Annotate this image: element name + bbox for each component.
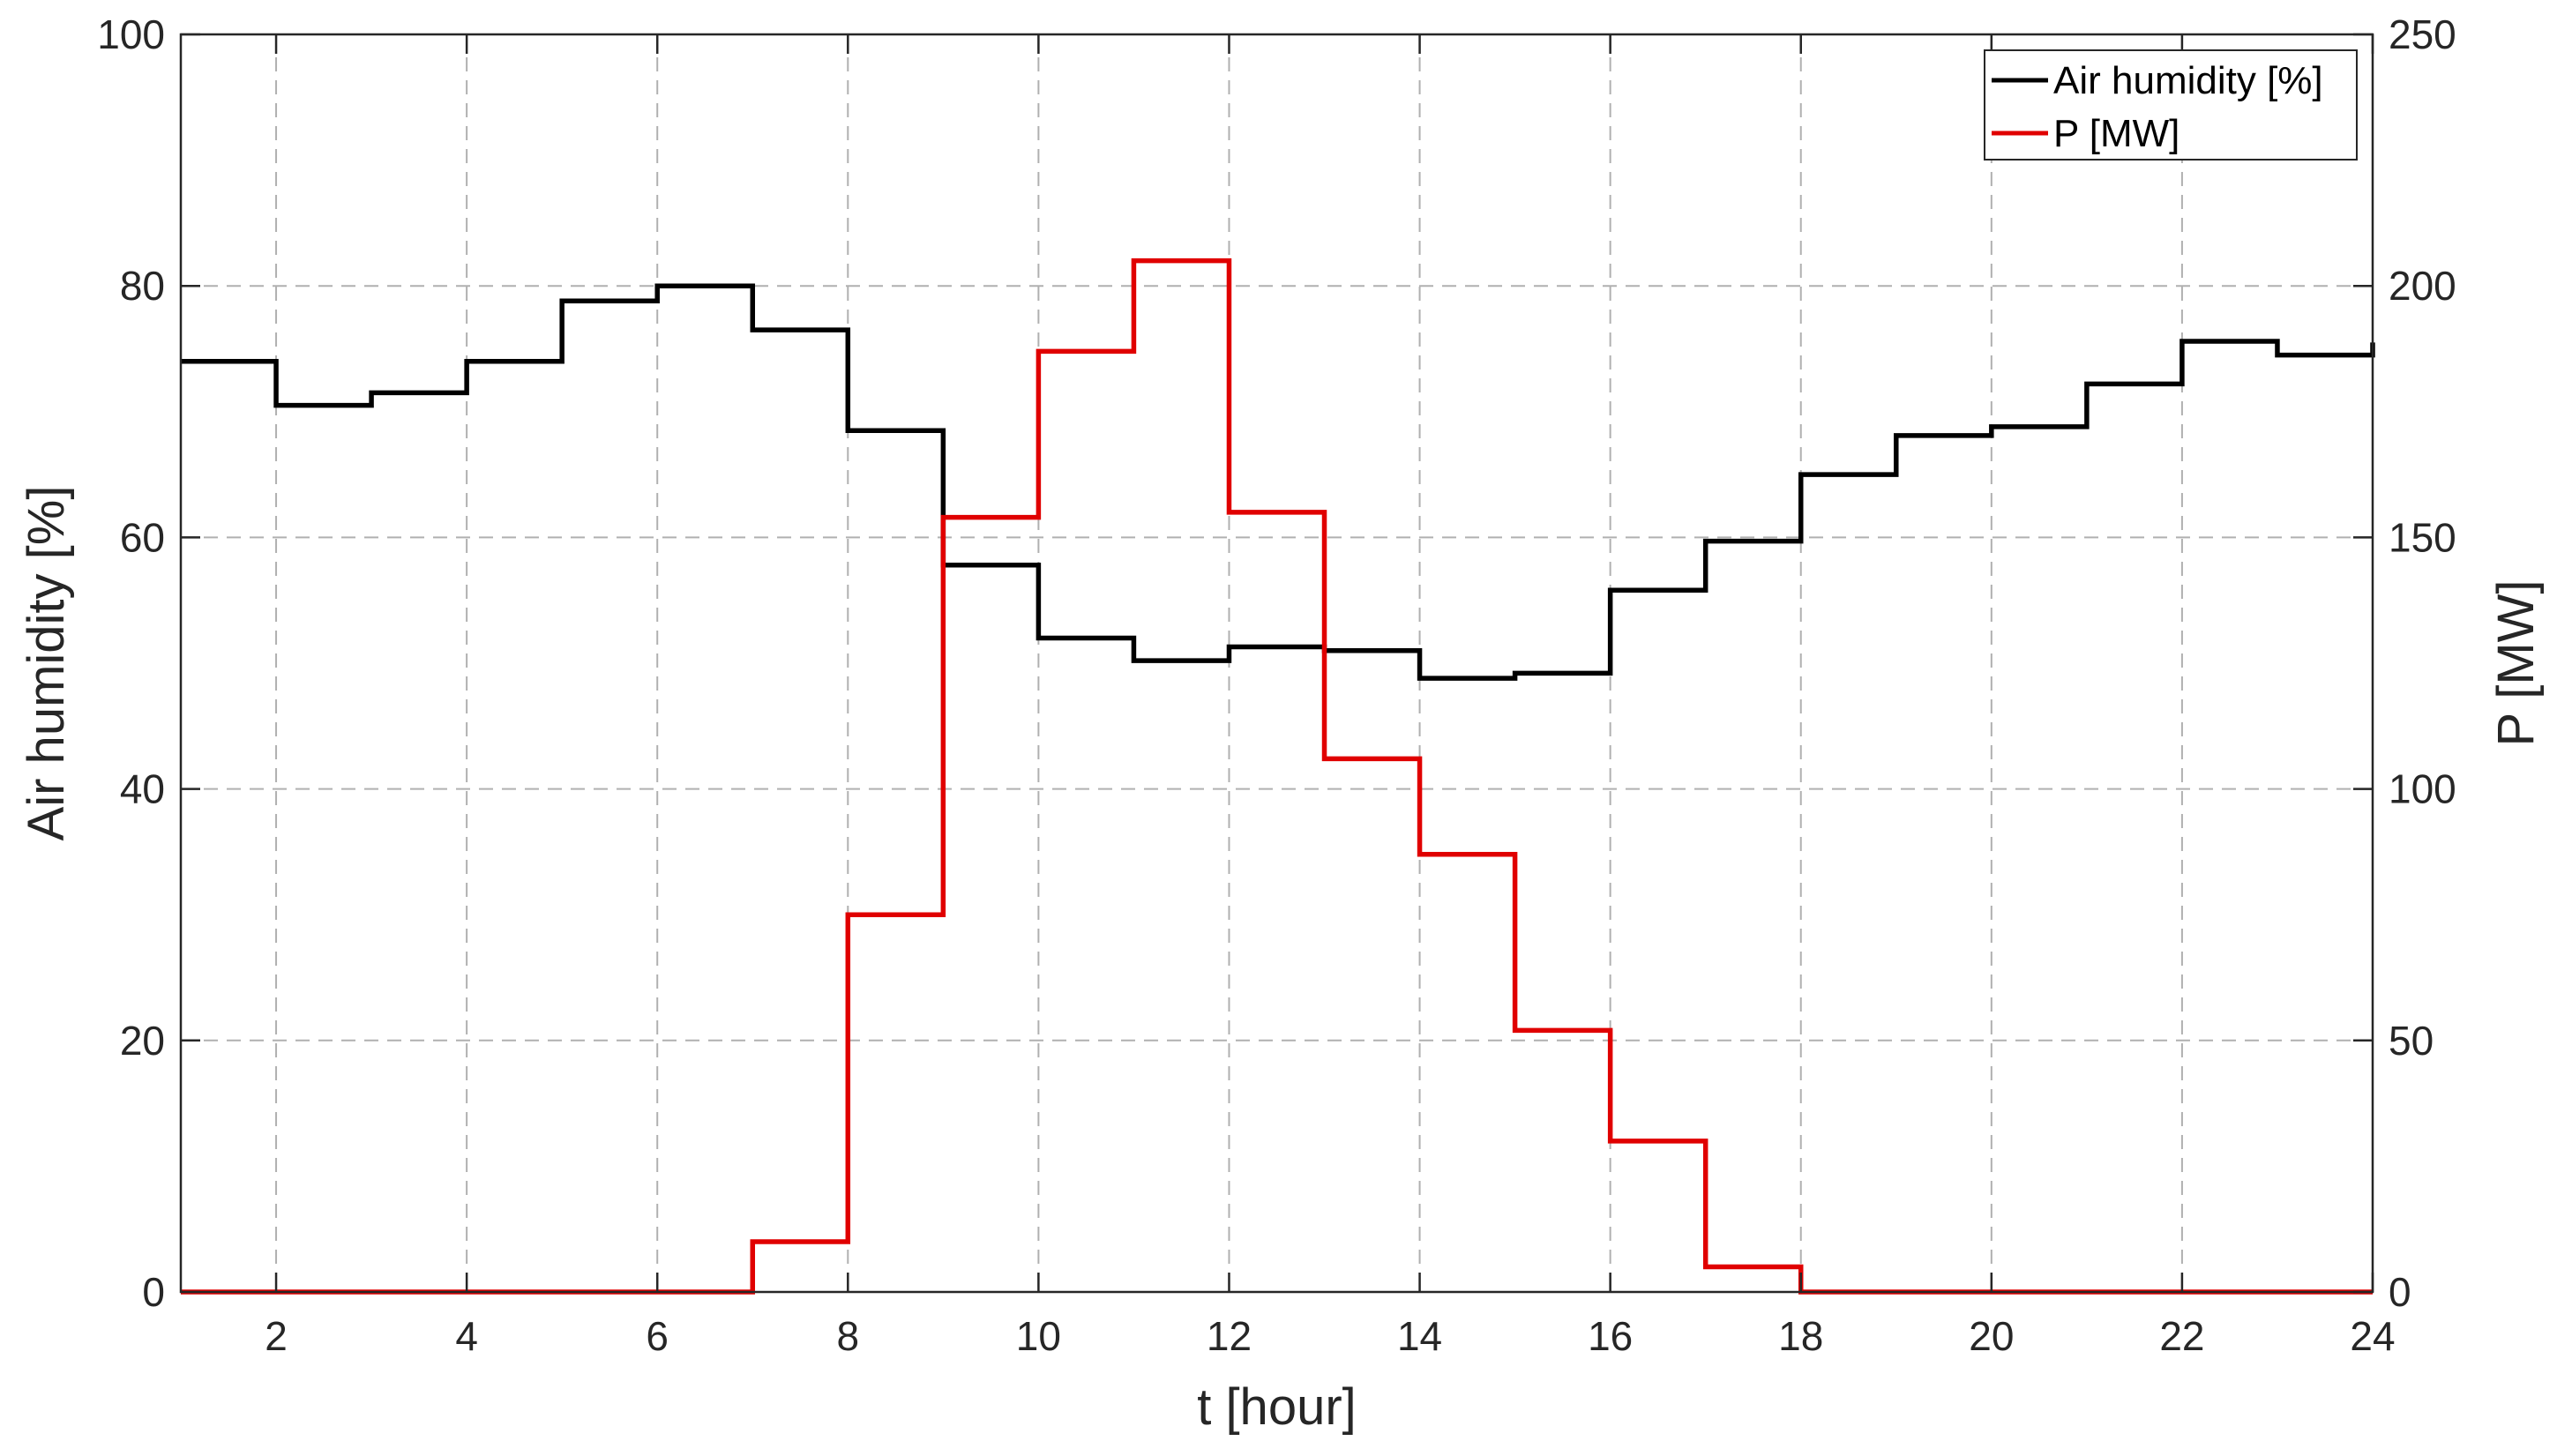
series-line-1 [181, 258, 2373, 1295]
x-tick-label-1: 4 [455, 1313, 478, 1359]
x-tick-label-8: 18 [1778, 1313, 1823, 1359]
y-right-tick-label-1: 50 [2389, 1018, 2434, 1064]
grid-lines [181, 34, 2373, 1292]
series-line-0 [181, 283, 2375, 681]
series-lines [181, 258, 2375, 1295]
y-left-tick-label-5: 100 [97, 11, 165, 57]
legend-entry-power: P [MW] [2053, 112, 2179, 155]
axis-ticks: 2 4 6 8 10 12 14 16 18 20 22 2402040608010005010015… [97, 11, 2456, 1359]
y-right-tick-label-4: 200 [2389, 263, 2456, 309]
y-left-tick-label-4: 80 [120, 263, 165, 309]
x-tick-label-9: 20 [1969, 1313, 2014, 1359]
x-tick-label-7: 16 [1588, 1313, 1633, 1359]
y-left-tick-label-2: 40 [120, 766, 165, 812]
x-tick-label-10: 22 [2159, 1313, 2204, 1359]
x-tick-label-11: 24 [2350, 1313, 2395, 1359]
x-axis-label: t [hour] [1197, 1378, 1357, 1436]
plot-area-frame [179, 33, 2374, 1294]
axis-labels: t [hour] Air humidity [%] P [MW] [18, 486, 2545, 1436]
y-left-tick-label-0: 0 [142, 1269, 165, 1315]
legend-box [1984, 49, 2358, 161]
y-left-tick-label-3: 60 [120, 514, 165, 560]
x-tick-label-2: 6 [646, 1313, 669, 1359]
x-tick-label-0: 2 [265, 1313, 288, 1359]
x-tick-label-3: 8 [837, 1313, 860, 1359]
y-axis-label-right: P [MW] [2487, 579, 2545, 746]
y-right-tick-label-5: 250 [2389, 11, 2456, 57]
legend-entry-air-humidity: Air humidity [%] [2053, 59, 2323, 102]
y-axis-label-left: Air humidity [%] [18, 486, 75, 841]
y-left-tick-label-1: 20 [120, 1018, 165, 1064]
y-right-tick-label-0: 0 [2389, 1269, 2411, 1315]
x-tick-label-4: 10 [1016, 1313, 1061, 1359]
legend: Air humidity [%] P [MW] [1984, 49, 2358, 161]
y-right-tick-label-2: 100 [2389, 766, 2456, 812]
x-tick-label-5: 12 [1207, 1313, 1252, 1359]
y-right-tick-label-3: 150 [2389, 514, 2456, 560]
x-tick-label-6: 14 [1397, 1313, 1442, 1359]
